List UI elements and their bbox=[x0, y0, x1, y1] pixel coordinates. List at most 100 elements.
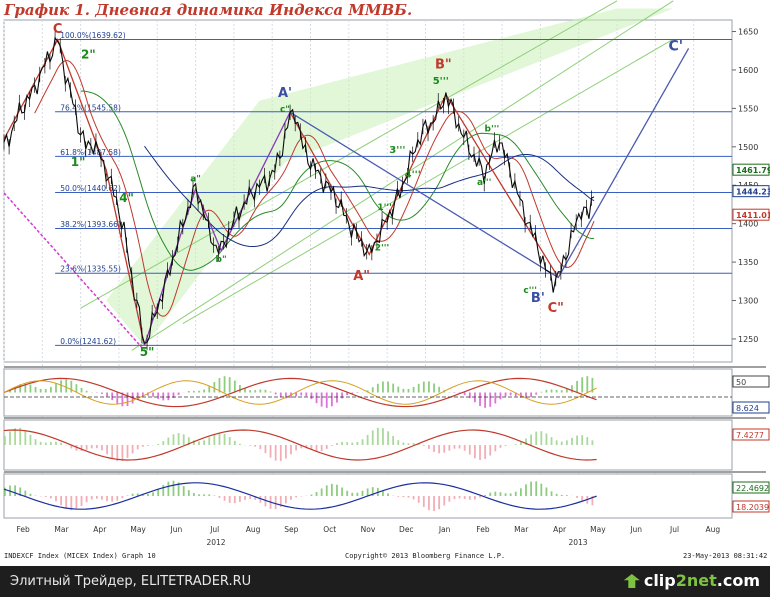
osc-bar bbox=[525, 438, 527, 445]
osc-bar bbox=[341, 487, 343, 496]
wave-label: 3''' bbox=[389, 145, 405, 156]
osc-bar bbox=[448, 496, 451, 502]
osc-bar bbox=[233, 496, 236, 504]
osc-bar bbox=[525, 484, 527, 496]
osc-bar bbox=[60, 442, 62, 445]
osc-separator bbox=[4, 471, 766, 473]
wave-label: b" bbox=[216, 255, 227, 265]
x-tick-label: Jul bbox=[669, 525, 679, 534]
osc-bar bbox=[336, 392, 338, 403]
x-tick-label: Aug bbox=[246, 525, 261, 534]
osc-bar bbox=[284, 392, 287, 399]
osc-bar bbox=[550, 491, 553, 496]
osc-bar bbox=[116, 445, 119, 462]
osc-bar bbox=[116, 392, 119, 404]
osc-bar bbox=[259, 496, 262, 503]
wave-line-red bbox=[3, 37, 146, 346]
osc-bar bbox=[49, 386, 52, 393]
osc-bar bbox=[121, 496, 124, 499]
trend-channel bbox=[3, 0, 674, 351]
osc-bar bbox=[540, 431, 543, 445]
osc-bar bbox=[320, 488, 323, 496]
wave-label: B' bbox=[531, 291, 545, 306]
osc-bar bbox=[586, 437, 589, 445]
osc-bar bbox=[279, 496, 282, 507]
osc-bar bbox=[116, 496, 119, 501]
osc-bar bbox=[136, 493, 139, 496]
osc-bar bbox=[351, 492, 354, 496]
osc-bar bbox=[254, 445, 257, 447]
osc-bar bbox=[172, 392, 175, 399]
wave-label: 2" bbox=[81, 47, 96, 61]
osc-bar bbox=[24, 383, 27, 393]
osc-bar bbox=[571, 437, 573, 445]
osc-bar bbox=[463, 496, 466, 500]
x-tick-label: Dec bbox=[399, 525, 414, 534]
osc-bar bbox=[34, 439, 37, 445]
osc-bar bbox=[463, 445, 466, 451]
osc-bar bbox=[351, 392, 354, 394]
osc-bar bbox=[90, 496, 93, 500]
osc-bar bbox=[422, 496, 425, 507]
x-tick-label: Apr bbox=[93, 525, 107, 534]
wave-label: b''' bbox=[485, 124, 500, 134]
x-tick-label: May bbox=[590, 525, 606, 534]
osc-bar bbox=[19, 384, 22, 393]
osc-bar bbox=[448, 445, 451, 451]
osc-bar bbox=[325, 445, 328, 449]
y-tick-label: 1300 bbox=[738, 297, 758, 306]
osc-bar bbox=[213, 434, 216, 445]
x-tick-label: Sep bbox=[284, 525, 298, 534]
osc-bar bbox=[239, 384, 241, 393]
osc-bar bbox=[249, 496, 252, 499]
osc-bar bbox=[468, 392, 471, 399]
osc-bar bbox=[412, 443, 415, 445]
osc-bar bbox=[70, 496, 73, 511]
osc-bar bbox=[106, 445, 108, 455]
osc-bar bbox=[80, 445, 83, 452]
osc-bar bbox=[382, 381, 384, 393]
channel-line bbox=[182, 38, 674, 325]
wave-label: 4''' bbox=[405, 170, 421, 181]
osc-bar bbox=[565, 388, 568, 393]
osc-bar bbox=[65, 496, 68, 509]
osc-bar bbox=[44, 496, 47, 497]
osc-tag-box bbox=[732, 481, 770, 494]
osc-bar bbox=[535, 431, 538, 445]
osc-bar bbox=[509, 392, 512, 396]
price-tag-box bbox=[732, 208, 770, 221]
brand-part-b: 2net bbox=[675, 571, 717, 590]
osc-bar bbox=[274, 392, 277, 395]
osc-bar bbox=[203, 440, 206, 445]
osc-bar bbox=[101, 445, 103, 451]
fib-label: 76.4%(1545.58) bbox=[60, 103, 121, 112]
osc-bar bbox=[525, 392, 527, 399]
osc-bar bbox=[402, 442, 405, 445]
osc-bar bbox=[438, 445, 441, 454]
osc-bar bbox=[484, 494, 487, 496]
brand-part-c: .com bbox=[716, 571, 760, 590]
osc-bar bbox=[49, 496, 52, 499]
clip2net-logo[interactable]: clip2net.com bbox=[623, 571, 760, 590]
osc-bar bbox=[330, 483, 333, 496]
osc-bar bbox=[141, 445, 144, 447]
osc-bar bbox=[80, 496, 83, 507]
wave-label: A' bbox=[278, 86, 292, 101]
osc-bar bbox=[555, 440, 558, 445]
osc-bar bbox=[19, 427, 22, 445]
wave-label: c" bbox=[280, 105, 290, 115]
osc-bar bbox=[111, 392, 114, 401]
osc-bar bbox=[514, 491, 517, 496]
osc-bar bbox=[136, 392, 139, 400]
osc-bar bbox=[361, 490, 364, 496]
osc-bar bbox=[504, 392, 507, 397]
osc-bar bbox=[407, 388, 410, 393]
osc-bar bbox=[489, 392, 492, 407]
osc-bar bbox=[545, 487, 548, 496]
osc-bar bbox=[95, 445, 98, 449]
wave-label: 4" bbox=[119, 191, 134, 205]
osc-bar bbox=[351, 442, 354, 445]
osc-bar bbox=[157, 443, 160, 445]
osc-bar bbox=[85, 496, 88, 503]
osc-bar bbox=[581, 377, 584, 393]
